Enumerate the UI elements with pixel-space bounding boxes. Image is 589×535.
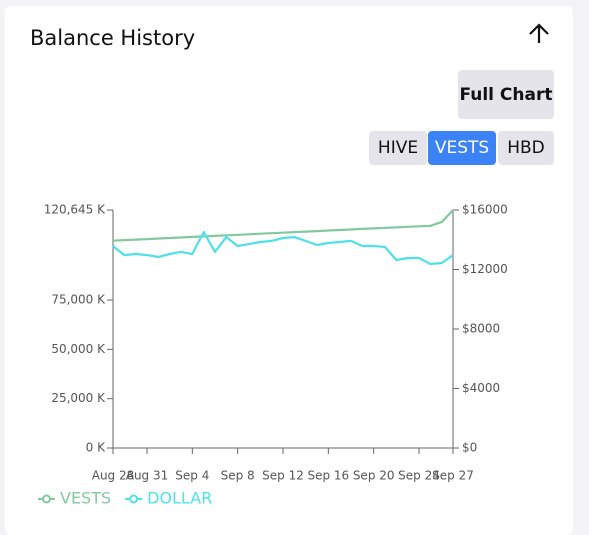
legend-label: VESTS xyxy=(60,489,111,508)
collapse-icon[interactable] xyxy=(527,22,551,46)
x-tick-label: Sep 24 xyxy=(398,469,440,483)
series-line xyxy=(112,230,454,266)
legend-icon-dot xyxy=(42,494,51,504)
y-tick-label: 0 K xyxy=(86,441,106,455)
arrow-up xyxy=(529,23,549,43)
y-tick-label: 25,000 K xyxy=(51,391,106,405)
tab-button[interactable]: HIVE xyxy=(369,131,427,165)
legend-label: DOLLAR xyxy=(147,489,212,508)
y-tick-label: 50,000 K xyxy=(51,342,106,356)
y2-tick-label: $0 xyxy=(462,441,477,455)
y2-tick-label: $4000 xyxy=(462,381,500,395)
x-tick-label: Aug 31 xyxy=(126,469,169,483)
y2-tick-label: $12000 xyxy=(462,262,508,276)
x-tick-label: Aug 28 xyxy=(92,469,135,483)
full-chart-button[interactable]: Full Chart xyxy=(458,70,554,119)
tab-button[interactable]: HBD xyxy=(498,131,554,165)
y-tick-label: 75,000 K xyxy=(51,293,106,307)
card-title: Balance History xyxy=(30,26,196,50)
x-tick-label: Sep 12 xyxy=(262,469,304,483)
y2-tick-label: $16000 xyxy=(462,203,508,217)
x-tick-label: Sep 27 xyxy=(432,469,474,483)
series-line xyxy=(112,209,454,242)
x-tick-label: Sep 20 xyxy=(353,469,395,483)
legend-icon-dot xyxy=(129,494,139,504)
tab-button[interactable]: VESTS xyxy=(428,131,496,165)
y-tick-label: 120,645 K xyxy=(44,203,106,217)
x-tick-label: Sep 16 xyxy=(307,469,349,483)
y2-tick-label: $8000 xyxy=(462,322,500,336)
x-tick-label: Sep 4 xyxy=(175,469,209,483)
x-tick-label: Sep 8 xyxy=(221,469,255,483)
